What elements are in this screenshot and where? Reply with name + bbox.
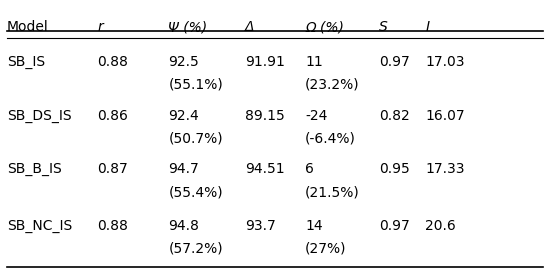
- Text: 0.82: 0.82: [379, 109, 410, 123]
- Text: 0.88: 0.88: [97, 219, 128, 233]
- Text: I: I: [426, 20, 430, 34]
- Text: SB_NC_IS: SB_NC_IS: [7, 219, 72, 233]
- Text: S: S: [379, 20, 388, 34]
- Text: Model: Model: [7, 20, 48, 34]
- Text: (27%): (27%): [305, 241, 346, 256]
- Text: Ω (%): Ω (%): [305, 20, 344, 34]
- Text: 94.7: 94.7: [168, 162, 199, 176]
- Text: 0.95: 0.95: [379, 162, 410, 176]
- Text: 94.51: 94.51: [245, 162, 284, 176]
- Text: 0.86: 0.86: [97, 109, 128, 123]
- Text: Δ: Δ: [245, 20, 255, 34]
- Text: (57.2%): (57.2%): [168, 241, 223, 256]
- Text: 16.07: 16.07: [426, 109, 465, 123]
- Text: 94.8: 94.8: [168, 219, 199, 233]
- Text: SB_B_IS: SB_B_IS: [7, 162, 62, 176]
- Text: (55.4%): (55.4%): [168, 185, 223, 199]
- Text: 17.33: 17.33: [426, 162, 465, 176]
- Text: 91.91: 91.91: [245, 55, 285, 69]
- Text: (23.2%): (23.2%): [305, 78, 360, 92]
- Text: 0.97: 0.97: [379, 55, 410, 69]
- Text: (-6.4%): (-6.4%): [305, 131, 356, 146]
- Text: r: r: [97, 20, 103, 34]
- Text: 14: 14: [305, 219, 323, 233]
- Text: SB_IS: SB_IS: [7, 55, 45, 69]
- Text: SB_DS_IS: SB_DS_IS: [7, 109, 72, 123]
- Text: -24: -24: [305, 109, 327, 123]
- Text: 89.15: 89.15: [245, 109, 285, 123]
- Text: 93.7: 93.7: [245, 219, 276, 233]
- Text: 6: 6: [305, 162, 314, 176]
- Text: 0.87: 0.87: [97, 162, 128, 176]
- Text: 92.4: 92.4: [168, 109, 199, 123]
- Text: 20.6: 20.6: [426, 219, 456, 233]
- Text: (21.5%): (21.5%): [305, 185, 360, 199]
- Text: (55.1%): (55.1%): [168, 78, 223, 92]
- Text: 0.88: 0.88: [97, 55, 128, 69]
- Text: 11: 11: [305, 55, 323, 69]
- Text: (50.7%): (50.7%): [168, 131, 223, 146]
- Text: 92.5: 92.5: [168, 55, 199, 69]
- Text: Ψ (%): Ψ (%): [168, 20, 207, 34]
- Text: 17.03: 17.03: [426, 55, 465, 69]
- Text: 0.97: 0.97: [379, 219, 410, 233]
